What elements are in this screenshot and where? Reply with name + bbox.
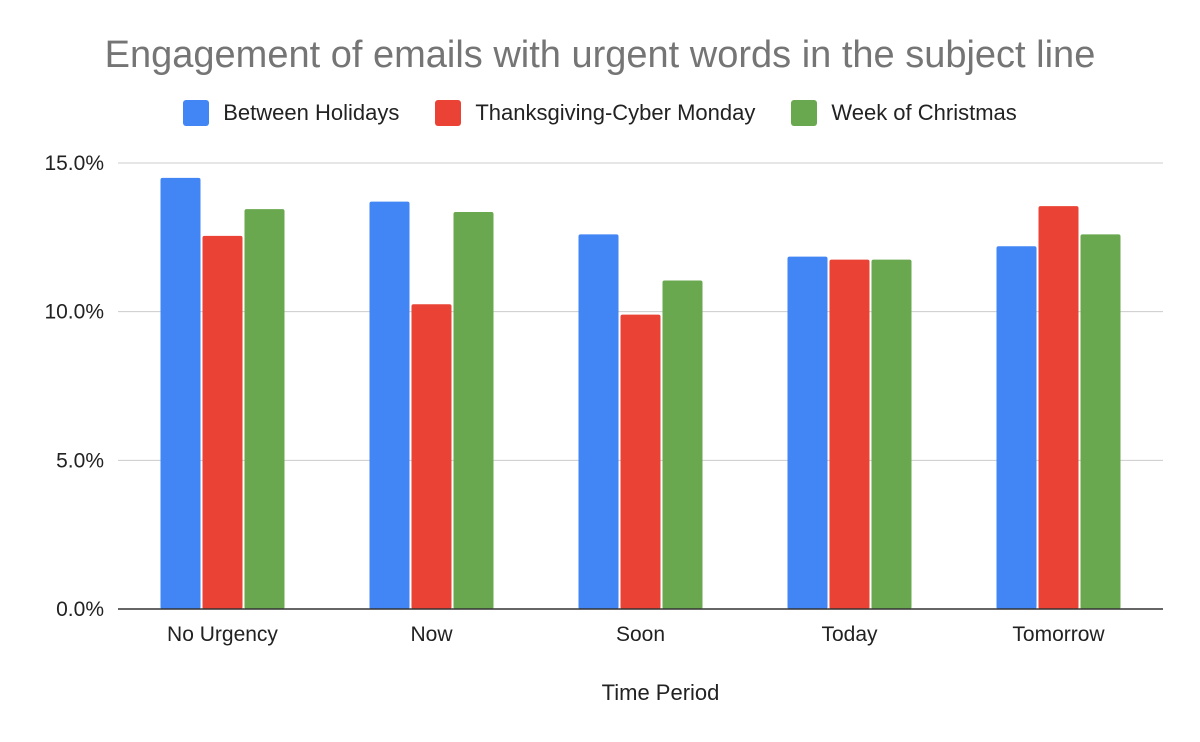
legend: Between Holidays Thanksgiving-Cyber Mond… [0, 100, 1200, 126]
x-tick-label: Soon [616, 623, 665, 646]
x-tick-label: Today [821, 623, 878, 646]
bar-thanksgiving-cyber-monday-no-urgency[interactable] [202, 235, 243, 609]
bar-thanksgiving-cyber-monday-today[interactable] [829, 259, 870, 609]
legend-swatch-between-holidays [183, 100, 210, 126]
bar-thanksgiving-cyber-monday-now[interactable] [411, 304, 452, 609]
legend-item-thanksgiving-cyber-monday[interactable]: Thanksgiving-Cyber Monday [435, 100, 755, 126]
bar-between-holidays-soon[interactable] [578, 234, 619, 610]
y-tick-label: 5.0% [56, 449, 104, 472]
bar-between-holidays-today[interactable] [787, 256, 828, 609]
chart-title: Engagement of emails with urgent words i… [104, 34, 1096, 76]
bar-between-holidays-no-urgency[interactable] [160, 177, 201, 609]
x-axis-title: Time Period [602, 680, 720, 705]
x-tick-label: No Urgency [167, 623, 278, 646]
x-axis-ticks: No Urgency Now Soon Today Tomorrow [167, 623, 1105, 646]
legend-label-between-holidays: Between Holidays [223, 100, 400, 125]
bar-week-of-christmas-soon[interactable] [662, 280, 703, 609]
bar-thanksgiving-cyber-monday-soon[interactable] [620, 314, 661, 609]
legend-item-between-holidays[interactable]: Between Holidays [183, 100, 399, 126]
y-tick-label: 15.0% [44, 152, 104, 175]
legend-label-thanksgiving-cyber-monday: Thanksgiving-Cyber Monday [475, 100, 756, 125]
bar-between-holidays-tomorrow[interactable] [996, 246, 1037, 609]
x-tick-label: Tomorrow [1012, 623, 1105, 646]
bar-week-of-christmas-now[interactable] [453, 212, 494, 609]
y-axis-ticks: 0.0% 5.0% 10.0% 15.0% [44, 152, 104, 621]
legend-item-week-of-christmas[interactable]: Week of Christmas [791, 100, 1017, 126]
bar-between-holidays-now[interactable] [369, 201, 410, 610]
legend-label-week-of-christmas: Week of Christmas [831, 100, 1017, 125]
bar-week-of-christmas-tomorrow[interactable] [1080, 234, 1121, 610]
bar-thanksgiving-cyber-monday-tomorrow[interactable] [1038, 206, 1079, 609]
y-tick-label: 0.0% [56, 598, 104, 621]
x-tick-label: Now [410, 623, 453, 646]
legend-swatch-thanksgiving-cyber-monday [435, 100, 462, 126]
bar-week-of-christmas-no-urgency[interactable] [244, 209, 285, 609]
bar-week-of-christmas-today[interactable] [871, 259, 912, 609]
bars [160, 177, 1121, 610]
legend-swatch-week-of-christmas [791, 100, 818, 126]
y-tick-label: 10.0% [44, 301, 104, 324]
